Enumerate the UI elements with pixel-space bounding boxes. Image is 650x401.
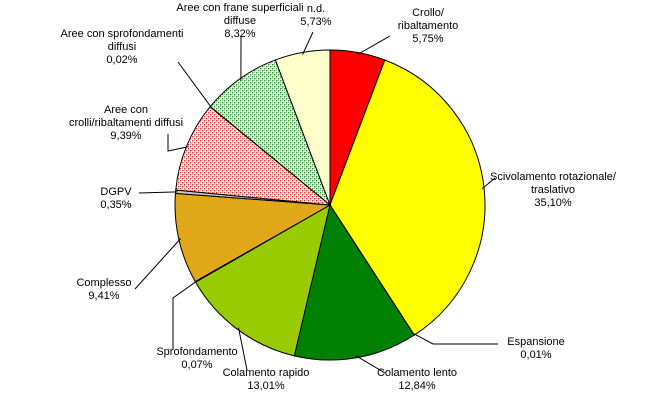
- leader-line: [134, 238, 182, 290]
- slice-value-label: 0,01%: [520, 349, 551, 361]
- slice-value-label: 8,32%: [224, 28, 255, 40]
- slice-category-label: Crollo/: [412, 7, 445, 19]
- slice-label: Scivolamento rotazionale/traslativo 35,10…: [490, 171, 617, 209]
- leader-line: [167, 134, 189, 152]
- slice-category-label: diffusi: [108, 41, 137, 53]
- leader-line: [355, 355, 386, 374]
- slice-label: Crollo/ribaltamento 5,75%: [398, 7, 459, 45]
- slice-category-label: Aree con frane superficiali: [176, 2, 303, 14]
- slice-value-label: 13,01%: [247, 380, 285, 392]
- slice-value-label: 5,73%: [300, 16, 331, 28]
- leader-line: [481, 177, 496, 190]
- slice-category-label: ribaltamento: [398, 20, 459, 32]
- slice-label: Complesso 9,41%: [76, 277, 131, 302]
- leader-line: [172, 280, 198, 350]
- slice-label: Aree con crolli/ribaltamenti diffusi 9,39%: [69, 104, 183, 142]
- slice-label: Aree con sprofondamenti diffusi 0,02%: [61, 28, 184, 66]
- slice-value-label: 35,10%: [534, 197, 572, 209]
- slice-category-label: Aree con: [104, 104, 148, 116]
- slice-label: Sprofondamento 0,07%: [156, 346, 237, 371]
- pie-slice-scivolamento-rotazionale-traslativo: [329, 59, 486, 336]
- pie-slice-n-d: [274, 49, 331, 206]
- slice-category-label: DGPV: [100, 186, 132, 198]
- slice-category-label: diffuse: [224, 15, 256, 27]
- slice-value-label: 0,35%: [100, 199, 131, 211]
- slice-category-label: Aree con sprofondamenti: [61, 28, 184, 40]
- leader-line: [238, 327, 248, 371]
- slice-category-label: traslativo: [531, 184, 575, 196]
- pie-slice-aree-con-crolli-ribaltamenti-diffusi: [175, 106, 332, 206]
- leader-line: [357, 35, 391, 55]
- pie-slice-colamento-rapido: [194, 203, 331, 357]
- leader-line: [138, 191, 178, 194]
- slice-category-label: Espansione: [507, 336, 565, 348]
- leader-line: [177, 61, 213, 109]
- leader-line: [412, 332, 498, 345]
- slice-category-label: Colamento lento: [377, 367, 457, 379]
- slice-label: DGPV 0,35%: [100, 186, 132, 211]
- slice-value-label: 0,07%: [181, 359, 212, 371]
- slice-value-label: 9,39%: [110, 130, 141, 142]
- slice-category-label: Colamento rapido: [223, 367, 310, 379]
- slice-value-label: 0,02%: [106, 54, 137, 66]
- pie-slices: [174, 49, 486, 361]
- slice-label: Colamento rapido 13,01%: [223, 367, 310, 392]
- slice-labels: Crollo/ribaltamento 5,75% Scivolamento rot…: [61, 2, 617, 392]
- slice-value-label: 5,75%: [412, 33, 443, 45]
- slice-category-label: Scivolamento rotazionale/: [490, 171, 617, 183]
- slice-label: Colamento lento 12,84%: [377, 367, 457, 392]
- slice-category-label: n.d.: [307, 3, 325, 15]
- slice-category-label: crolli/ribaltamenti diffusi: [69, 117, 183, 129]
- slice-category-label: Complesso: [76, 277, 131, 289]
- slice-label: Aree con frane superficiali diffuse 8,32%: [176, 2, 303, 40]
- pie-slice-complesso: [174, 192, 332, 283]
- leader-line: [302, 31, 314, 55]
- slice-label: Espansione 0,01%: [507, 336, 565, 361]
- slice-category-label: Sprofondamento: [156, 346, 237, 358]
- slice-value-label: 9,41%: [88, 290, 119, 302]
- slice-label: n.d. 5,73%: [300, 3, 331, 28]
- slice-value-label: 12,84%: [398, 380, 436, 392]
- pie-slice-colamento-lento: [293, 203, 415, 361]
- leader-lines: [134, 31, 498, 374]
